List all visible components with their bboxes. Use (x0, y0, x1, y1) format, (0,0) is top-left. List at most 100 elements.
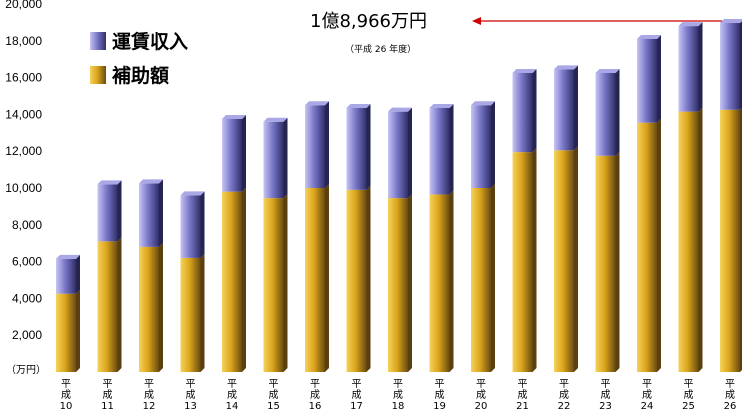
bar-fare-revenue (139, 183, 159, 247)
x-tick-label: 平 (559, 379, 569, 390)
bar-side-fare-revenue (657, 34, 661, 123)
bar-subsidy (471, 188, 491, 372)
bar-side-subsidy (366, 185, 371, 372)
bar-fare-revenue (471, 105, 491, 188)
x-tick-label: 平 (684, 379, 694, 390)
y-tick-label: 8,000 (12, 218, 42, 232)
x-tick-label: 22 (558, 401, 571, 412)
bar-fare-revenue (346, 107, 367, 190)
bar-top (637, 34, 661, 39)
y-tick-label: 6,000 (12, 255, 42, 269)
x-axis-labels: 平成10平成11平成12平成13平成14平成15平成16平成17平成18平成19… (60, 379, 737, 412)
x-tick-label: 成 (435, 389, 445, 401)
bar-side-subsidy (117, 237, 122, 372)
bar-fare-revenue (305, 105, 325, 188)
x-tick-label: 平 (518, 379, 528, 390)
x-tick-label: 成 (559, 389, 569, 401)
legend-swatch-fare-revenue (90, 32, 106, 50)
x-tick-label: 成 (476, 389, 486, 401)
bar-side-fare-revenue (200, 191, 205, 258)
x-tick-label: 13 (184, 401, 197, 412)
bar-side-subsidy (574, 146, 578, 372)
x-tick-label: 平 (227, 379, 237, 390)
bar-top (180, 191, 205, 196)
bar-side-subsidy (408, 194, 412, 372)
legend-swatch-subsidy (90, 66, 106, 84)
bar-fare-revenue (554, 69, 574, 151)
bar-top (97, 180, 122, 185)
x-tick-label: 平 (476, 379, 486, 390)
x-tick-label: 平 (352, 379, 362, 390)
x-tick-label: 成 (601, 389, 611, 401)
x-tick-label: 23 (599, 401, 612, 412)
x-tick-label: 19 (433, 401, 446, 412)
bar-top (720, 19, 742, 24)
y-tick-label: 18,000 (5, 34, 42, 48)
bar-top (678, 22, 703, 27)
bar-side-fare-revenue (117, 180, 122, 242)
annotation-year: （平成 26 年度） (345, 43, 416, 55)
y-tick-label: 4,000 (12, 291, 42, 305)
bar-fare-revenue (595, 73, 616, 156)
x-tick-label: 成 (352, 389, 362, 401)
x-tick-label: 成 (393, 389, 403, 401)
bar-side-subsidy (698, 107, 703, 372)
x-tick-label: 成 (144, 389, 154, 401)
bar-top (222, 115, 246, 119)
bar-side-fare-revenue (532, 69, 537, 153)
bar-subsidy (512, 152, 533, 372)
x-tick-label: 成 (518, 389, 528, 401)
bar-fare-revenue (222, 119, 242, 192)
x-tick-label: 平 (435, 379, 445, 390)
bar-side-subsidy (200, 253, 205, 372)
bar-subsidy (720, 109, 740, 373)
bar-fare-revenue (97, 184, 118, 242)
bar-side-fare-revenue (615, 69, 620, 156)
x-tick-label: 平 (725, 379, 735, 390)
y-axis: 2,000 4,000 6,000 8,000 10,000 12,000 14,000 16… (5, 0, 42, 342)
bar-side-fare-revenue (325, 101, 329, 188)
bar-side-fare-revenue (574, 65, 578, 151)
annotation: 1億8,966万円 （平成 26 年度） (310, 11, 722, 55)
bar-top (139, 179, 163, 184)
bar-subsidy (678, 111, 699, 372)
x-tick-label: 16 (309, 401, 322, 412)
bar-fare-revenue (180, 195, 201, 258)
bar-side-fare-revenue (283, 117, 288, 199)
bar-side-subsidy (76, 289, 80, 372)
x-tick-label: 24 (641, 401, 654, 412)
bar-subsidy (222, 191, 242, 372)
x-tick-label: 成 (642, 389, 652, 401)
bar-subsidy (346, 189, 367, 372)
y-tick-label: 20,000 (5, 0, 42, 11)
bar-subsidy (97, 241, 118, 372)
bar-top (305, 101, 329, 106)
bar-subsidy (56, 293, 76, 372)
bar-subsidy (637, 122, 657, 373)
y-tick-label: 2,000 (12, 328, 42, 342)
bar-fare-revenue (637, 38, 657, 123)
bar-subsidy (554, 150, 574, 372)
x-tick-label: 平 (601, 379, 611, 390)
x-tick-label: 平 (186, 379, 196, 390)
bar-side-fare-revenue (408, 107, 412, 199)
x-tick-label: 平 (61, 379, 71, 390)
bar-subsidy (305, 188, 325, 372)
x-tick-label: 平 (393, 379, 403, 390)
x-tick-label: 成 (725, 389, 735, 401)
bar-fare-revenue (678, 26, 699, 112)
bar-side-subsidy (159, 242, 163, 372)
bar-top (56, 254, 80, 259)
bar-side-subsidy (491, 184, 495, 372)
bar-side-fare-revenue (242, 115, 246, 192)
bar-subsidy (139, 246, 159, 372)
bar-top (554, 65, 578, 70)
x-tick-label: 15 (267, 401, 280, 412)
bar-side-subsidy (283, 194, 288, 372)
y-unit-label: （万円） (6, 364, 46, 376)
x-tick-label: 20 (475, 401, 488, 412)
bars-group (56, 19, 742, 373)
x-tick-label: 21 (516, 401, 529, 412)
bar-side-fare-revenue (491, 101, 495, 188)
